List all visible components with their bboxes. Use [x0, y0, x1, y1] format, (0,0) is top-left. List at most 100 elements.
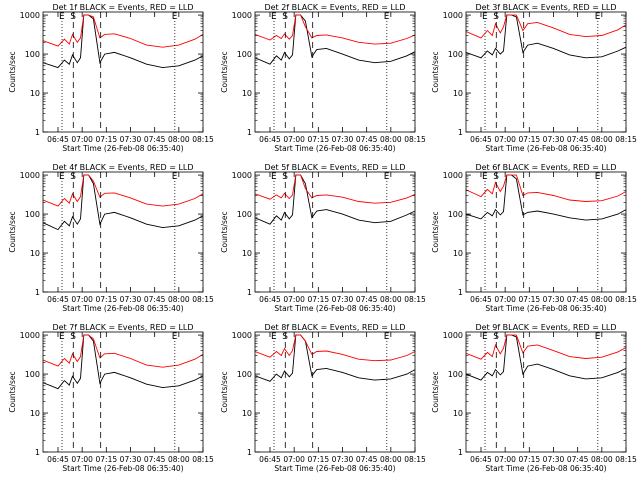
series-line-events [466, 334, 626, 381]
series-line-lld [466, 174, 626, 202]
series-line-lld [43, 174, 203, 207]
x-tick-label: 08:00 [168, 295, 190, 304]
x-tick-label: 07:00 [283, 295, 305, 304]
x-tick-label: 07:00 [494, 455, 516, 464]
y-tick-label: 10 [453, 249, 463, 258]
y-axis-label: Counts/sec [431, 51, 440, 92]
x-tick-label: 07:15 [96, 295, 118, 304]
panel-title: Det 4f BLACK = Events, RED = LLD [52, 163, 193, 172]
y-tick-label: 1 [458, 288, 463, 297]
x-tick-label: 08:00 [591, 455, 613, 464]
panel-title: Det 2f BLACK = Events, RED = LLD [264, 3, 405, 12]
y-tick-label: 10 [453, 89, 463, 98]
marker-label: S [70, 332, 76, 342]
plot-frame [465, 11, 627, 133]
y-tick-label: 100 [448, 50, 463, 59]
panel-title: Det 3f BLACK = Events, RED = LLD [475, 3, 616, 12]
y-tick-label: 1 [458, 448, 463, 457]
x-tick-label: 08:00 [591, 295, 613, 304]
y-tick-label: 1000 [443, 11, 463, 20]
y-tick-label: 100 [237, 50, 252, 59]
y-tick-label: 10 [242, 89, 252, 98]
y-tick-label: 1 [35, 128, 40, 137]
panel-title: Det 1f BLACK = Events, RED = LLD [52, 3, 193, 12]
panel-title: Det 7f BLACK = Events, RED = LLD [52, 323, 193, 332]
x-tick-label: 08:15 [404, 455, 426, 464]
x-tick-label: 07:00 [494, 135, 516, 144]
y-tick-label: 100 [25, 50, 40, 59]
x-tick-label: 07:15 [96, 455, 118, 464]
x-tick-label: 08:15 [615, 295, 637, 304]
x-tick-label: 07:30 [120, 295, 142, 304]
x-tick-label: 07:30 [120, 455, 142, 464]
x-tick-label: 06:45 [259, 455, 281, 464]
series-line-lld [255, 174, 415, 204]
x-tick-label: 08:15 [192, 135, 214, 144]
series-line-lld [255, 14, 415, 45]
x-tick-label: 08:15 [615, 455, 637, 464]
x-tick-label: 06:45 [470, 295, 492, 304]
panel-title: Det 8f BLACK = Events, RED = LLD [264, 323, 405, 332]
marker-label: E [59, 332, 65, 342]
x-tick-label: 07:30 [543, 135, 565, 144]
x-tick-label: 06:45 [470, 135, 492, 144]
x-tick-label: 07:45 [567, 135, 589, 144]
x-tick-label: 07:00 [71, 295, 93, 304]
x-tick-label: 07:30 [332, 135, 354, 144]
y-axis-label: Counts/sec [220, 371, 229, 412]
x-tick-label: 07:15 [308, 295, 330, 304]
x-tick-label: 07:15 [308, 455, 330, 464]
x-axis-label: Start Time (26-Feb-08 06:35:40) [62, 464, 183, 473]
y-tick-label: 1000 [232, 331, 252, 340]
panel-title: Det 6f BLACK = Events, RED = LLD [475, 163, 616, 172]
marker-label: E [172, 172, 178, 182]
y-axis-label: Counts/sec [220, 51, 229, 92]
x-axis-label: Start Time (26-Feb-08 06:35:40) [485, 304, 606, 313]
x-axis-label: Start Time (26-Feb-08 06:35:40) [62, 304, 183, 313]
x-tick-label: 07:45 [144, 295, 166, 304]
marker-label: S [493, 332, 499, 342]
x-tick-label: 06:45 [47, 135, 69, 144]
y-tick-label: 1000 [232, 171, 252, 180]
x-tick-label: 07:30 [543, 295, 565, 304]
x-tick-label: 07:30 [543, 455, 565, 464]
y-tick-label: 100 [448, 210, 463, 219]
series-line-lld [466, 334, 626, 360]
x-tick-label: 07:00 [283, 455, 305, 464]
y-tick-label: 1 [247, 288, 252, 297]
x-tick-label: 07:00 [71, 455, 93, 464]
x-tick-label: 06:45 [470, 455, 492, 464]
plot-frame [254, 331, 416, 453]
marker-label: E [384, 172, 390, 182]
x-tick-label: 08:00 [380, 295, 402, 304]
marker-label: E [172, 332, 178, 342]
marker-label: E [482, 12, 488, 22]
y-tick-label: 10 [453, 409, 463, 418]
x-tick-label: 07:45 [356, 455, 378, 464]
y-tick-label: 100 [25, 370, 40, 379]
x-tick-label: 07:00 [71, 135, 93, 144]
series-line-lld [43, 14, 203, 48]
x-tick-label: 07:30 [332, 455, 354, 464]
x-tick-label: 07:45 [356, 295, 378, 304]
x-tick-label: 08:15 [192, 295, 214, 304]
marker-label: S [70, 172, 76, 182]
marker-label: E [271, 172, 277, 182]
x-axis-label: Start Time (26-Feb-08 06:35:40) [274, 464, 395, 473]
x-tick-label: 07:00 [494, 295, 516, 304]
x-tick-label: 07:00 [283, 135, 305, 144]
x-axis-label: Start Time (26-Feb-08 06:35:40) [274, 144, 395, 153]
plot-frame [465, 171, 627, 293]
x-tick-label: 08:15 [404, 135, 426, 144]
panel-title: Det 9f BLACK = Events, RED = LLD [475, 323, 616, 332]
x-tick-label: 07:15 [519, 455, 541, 464]
marker-label: S [493, 172, 499, 182]
y-tick-label: 10 [30, 89, 40, 98]
x-tick-label: 06:45 [259, 135, 281, 144]
